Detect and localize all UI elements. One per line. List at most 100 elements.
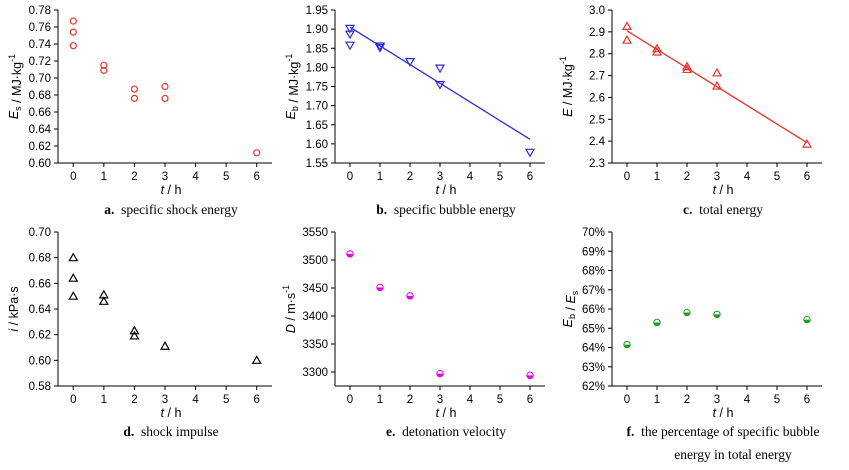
y-tick-label: 0.62 [29, 330, 51, 342]
x-tick-label: 3 [437, 394, 443, 406]
y-tick-label: 3.0 [589, 5, 605, 17]
panel-caption: e. detonation velocity [386, 424, 506, 439]
y-tick-label: 2.8 [589, 49, 605, 61]
y-axis-title: D / m·s-1 [281, 285, 298, 333]
fit-line [626, 30, 808, 144]
data-point [251, 355, 262, 364]
y-tick-label: 1.75 [306, 82, 328, 94]
data-point [69, 17, 77, 25]
panel-caption: a. specific shock energy [104, 202, 238, 217]
data-point [683, 308, 691, 317]
chart-panel-b: 1.55 1.60 1.65 1.70 1.75 1.80 1.85 1.90 1.95 0 1 2 3… [284, 5, 545, 217]
y-tick-label: 0.76 [29, 22, 51, 34]
chart-panel-c: 2.3 2.4 2.5 2.6 2.7 2.8 2.9 3.0 0 1 2 3 4 5 6 t / h E / … [558, 5, 822, 217]
panel-caption: c. total energy [683, 202, 763, 217]
x-tick-label: 4 [192, 171, 199, 183]
x-tick-label: 1 [654, 394, 660, 406]
x-tick-label: 5 [223, 394, 229, 406]
data-point [434, 64, 446, 74]
x-tick-label: 0 [70, 171, 76, 183]
data-point [69, 42, 77, 50]
x-tick-label: 4 [467, 171, 474, 183]
y-tick-label: 3450 [302, 283, 328, 295]
x-axis-title: t / h [436, 183, 457, 197]
data-point [436, 369, 444, 378]
data-point [159, 341, 171, 350]
data-point [524, 148, 536, 158]
x-tick-label: 3 [162, 171, 168, 183]
y-tick-label: 0.60 [29, 158, 51, 170]
data-point [651, 43, 663, 53]
x-tick-label: 3 [437, 171, 443, 183]
y-tick-label: 0.72 [29, 56, 51, 68]
data-point [344, 24, 356, 34]
data-point [98, 296, 109, 305]
panel-caption-line2: energy in total energy [674, 447, 792, 462]
data-point [68, 272, 79, 282]
data-point [711, 67, 723, 77]
x-tick-label: 1 [377, 171, 383, 183]
y-tick-label: 1.95 [306, 5, 328, 17]
panel-caption: f. the percentage of specific bubble [626, 424, 819, 439]
x-tick-label: 3 [162, 394, 168, 406]
data-point [711, 80, 723, 90]
y-tick-label: 2.5 [589, 114, 605, 126]
data-point [803, 315, 811, 324]
y-tick-label: 3550 [302, 227, 328, 239]
y-tick-label: 64% [582, 343, 605, 355]
data-point [681, 61, 693, 71]
panel-caption: d. shock impulse [123, 424, 218, 439]
y-axis-title: E / MJ·kg-1 [558, 56, 575, 117]
data-point [161, 94, 169, 103]
data-point [681, 64, 693, 74]
y-tick-label: 3400 [302, 311, 328, 323]
y-tick-label: 0.70 [29, 227, 51, 239]
y-tick-label: 0.68 [29, 90, 51, 102]
data-point [434, 80, 446, 90]
y-tick-label: 68% [582, 266, 605, 278]
x-tick-label: 0 [624, 394, 630, 406]
data-point [69, 28, 77, 36]
x-tick-label: 2 [407, 171, 413, 183]
chart-panel-d: 0.58 0.60 0.62 0.64 0.66 0.68 0.70 0 1 2 3 4 5 6 t / h… [7, 227, 272, 439]
data-point [346, 250, 354, 258]
x-axis-title: t / h [713, 406, 734, 420]
x-tick-label: 3 [714, 394, 720, 406]
y-tick-label: 0.66 [29, 278, 51, 290]
data-point [129, 325, 140, 335]
y-tick-label: 1.65 [306, 120, 328, 132]
y-tick-label: 0.66 [29, 107, 51, 119]
y-tick-label: 0.68 [29, 253, 51, 265]
panel-caption: b. specific bubble energy [376, 202, 516, 217]
y-tick-label: 3300 [302, 367, 328, 379]
y-tick-label: 2.3 [589, 158, 605, 170]
x-tick-label: 1 [101, 394, 107, 406]
y-tick-label: 1.60 [306, 139, 328, 151]
y-axis-title: Es / MJ·kg-1 [7, 54, 24, 119]
y-tick-label: 67% [582, 285, 605, 297]
y-tick-label: 66% [582, 304, 605, 316]
data-point [376, 283, 384, 292]
x-tick-label: 5 [497, 171, 503, 183]
x-tick-label: 1 [654, 171, 660, 183]
y-tick-label: 0.62 [29, 141, 51, 153]
y-tick-label: 0.60 [29, 355, 51, 367]
x-tick-label: 1 [377, 394, 383, 406]
x-tick-label: 0 [347, 171, 353, 183]
y-tick-label: 69% [582, 246, 605, 258]
data-point [374, 43, 386, 53]
y-tick-label: 70% [582, 227, 605, 239]
x-tick-label: 2 [131, 394, 137, 406]
y-tick-label: 63% [582, 362, 605, 374]
data-point [651, 46, 663, 56]
y-tick-label: 0.64 [29, 124, 52, 136]
x-tick-label: 5 [774, 171, 780, 183]
data-point [404, 58, 416, 67]
data-point [130, 85, 139, 93]
x-tick-label: 6 [804, 394, 810, 406]
x-tick-label: 2 [684, 394, 690, 406]
y-tick-label: 0.74 [29, 39, 52, 51]
data-point [713, 310, 721, 319]
y-tick-label: 0.64 [29, 304, 52, 316]
